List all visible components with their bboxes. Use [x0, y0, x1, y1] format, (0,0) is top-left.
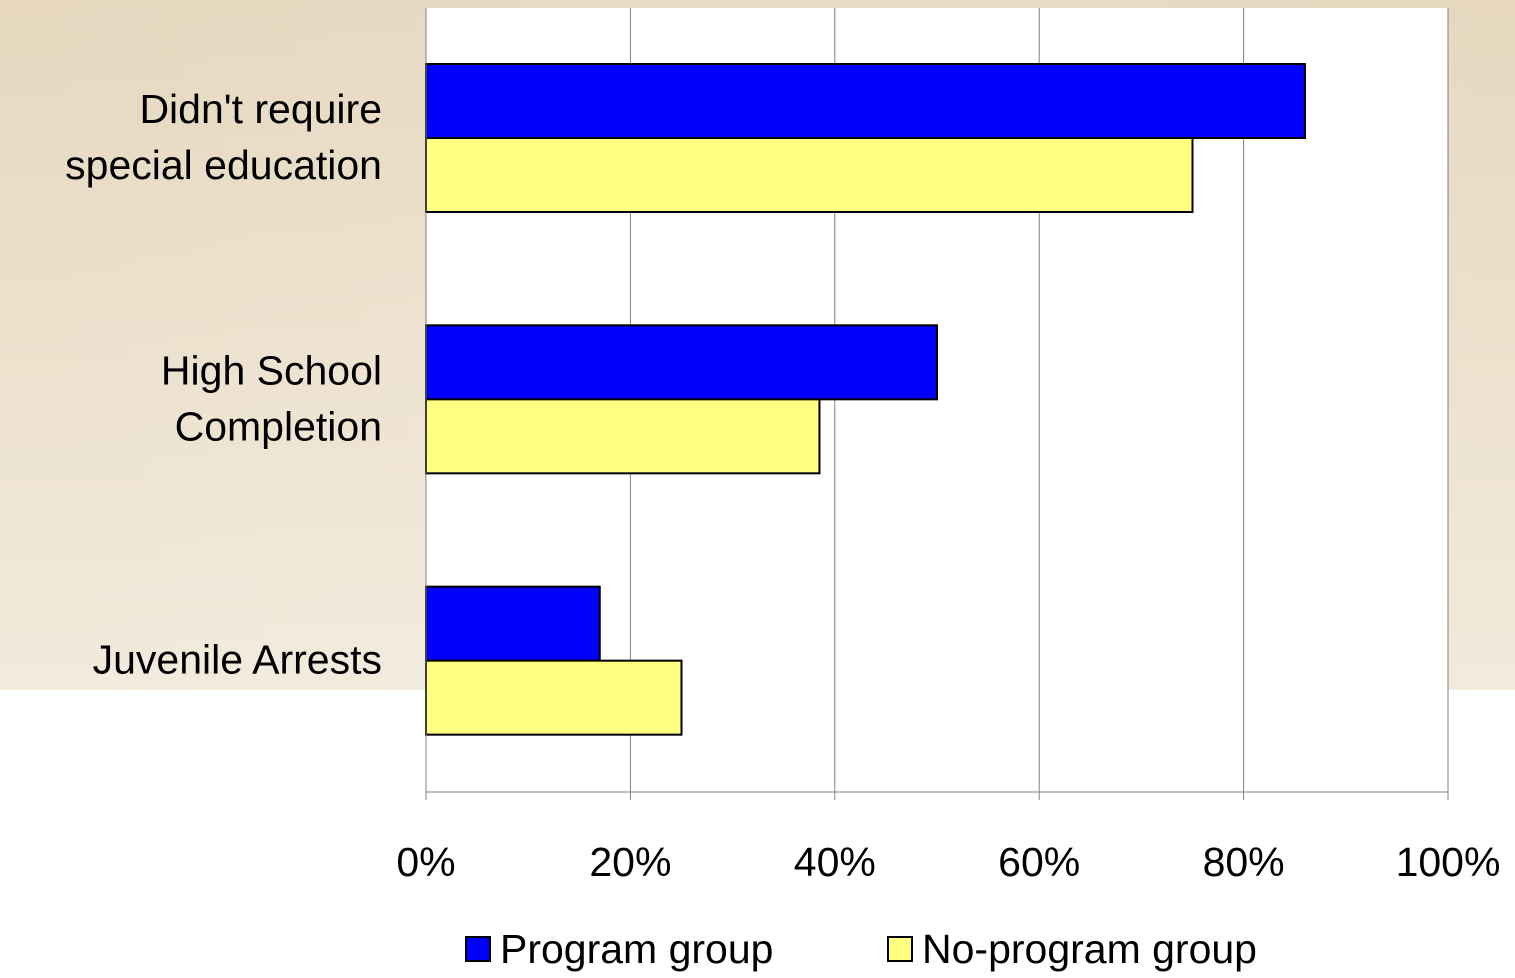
x-axis-ticks: 0% 20% 40% 60% 80% 100%: [396, 792, 1500, 885]
category-label-group: Didn't require special education: [65, 86, 382, 188]
legend-swatch: [465, 936, 491, 962]
category-label: Didn't require: [139, 86, 382, 132]
x-tick-label: 60%: [998, 839, 1080, 885]
category-label-group: Juvenile Arrests: [93, 637, 382, 683]
x-tick-label: 100%: [1396, 839, 1501, 885]
category-label: High School: [161, 347, 382, 393]
bar: [425, 398, 821, 475]
legend: Program group No-program group: [465, 926, 1257, 972]
legend-swatch: [887, 936, 913, 962]
bar: [425, 137, 1194, 213]
bar: [425, 585, 601, 662]
legend-entry-label: Program group: [500, 926, 773, 972]
x-tick-label: 0%: [396, 839, 455, 885]
x-tick-label: 40%: [794, 839, 876, 885]
bar: [425, 324, 938, 401]
bar: [425, 63, 1306, 139]
bar: [425, 659, 683, 736]
bars: [425, 63, 1306, 736]
category-label: Juvenile Arrests: [93, 637, 382, 683]
x-tick-label: 80%: [1203, 839, 1285, 885]
category-label-group: High School Completion: [161, 347, 382, 449]
x-tick-label: 20%: [589, 839, 671, 885]
category-labels: Didn't require special education High Scho…: [65, 86, 382, 683]
category-label: special education: [65, 142, 382, 188]
legend-entry-label: No-program group: [922, 926, 1257, 972]
category-label: Completion: [175, 403, 382, 449]
